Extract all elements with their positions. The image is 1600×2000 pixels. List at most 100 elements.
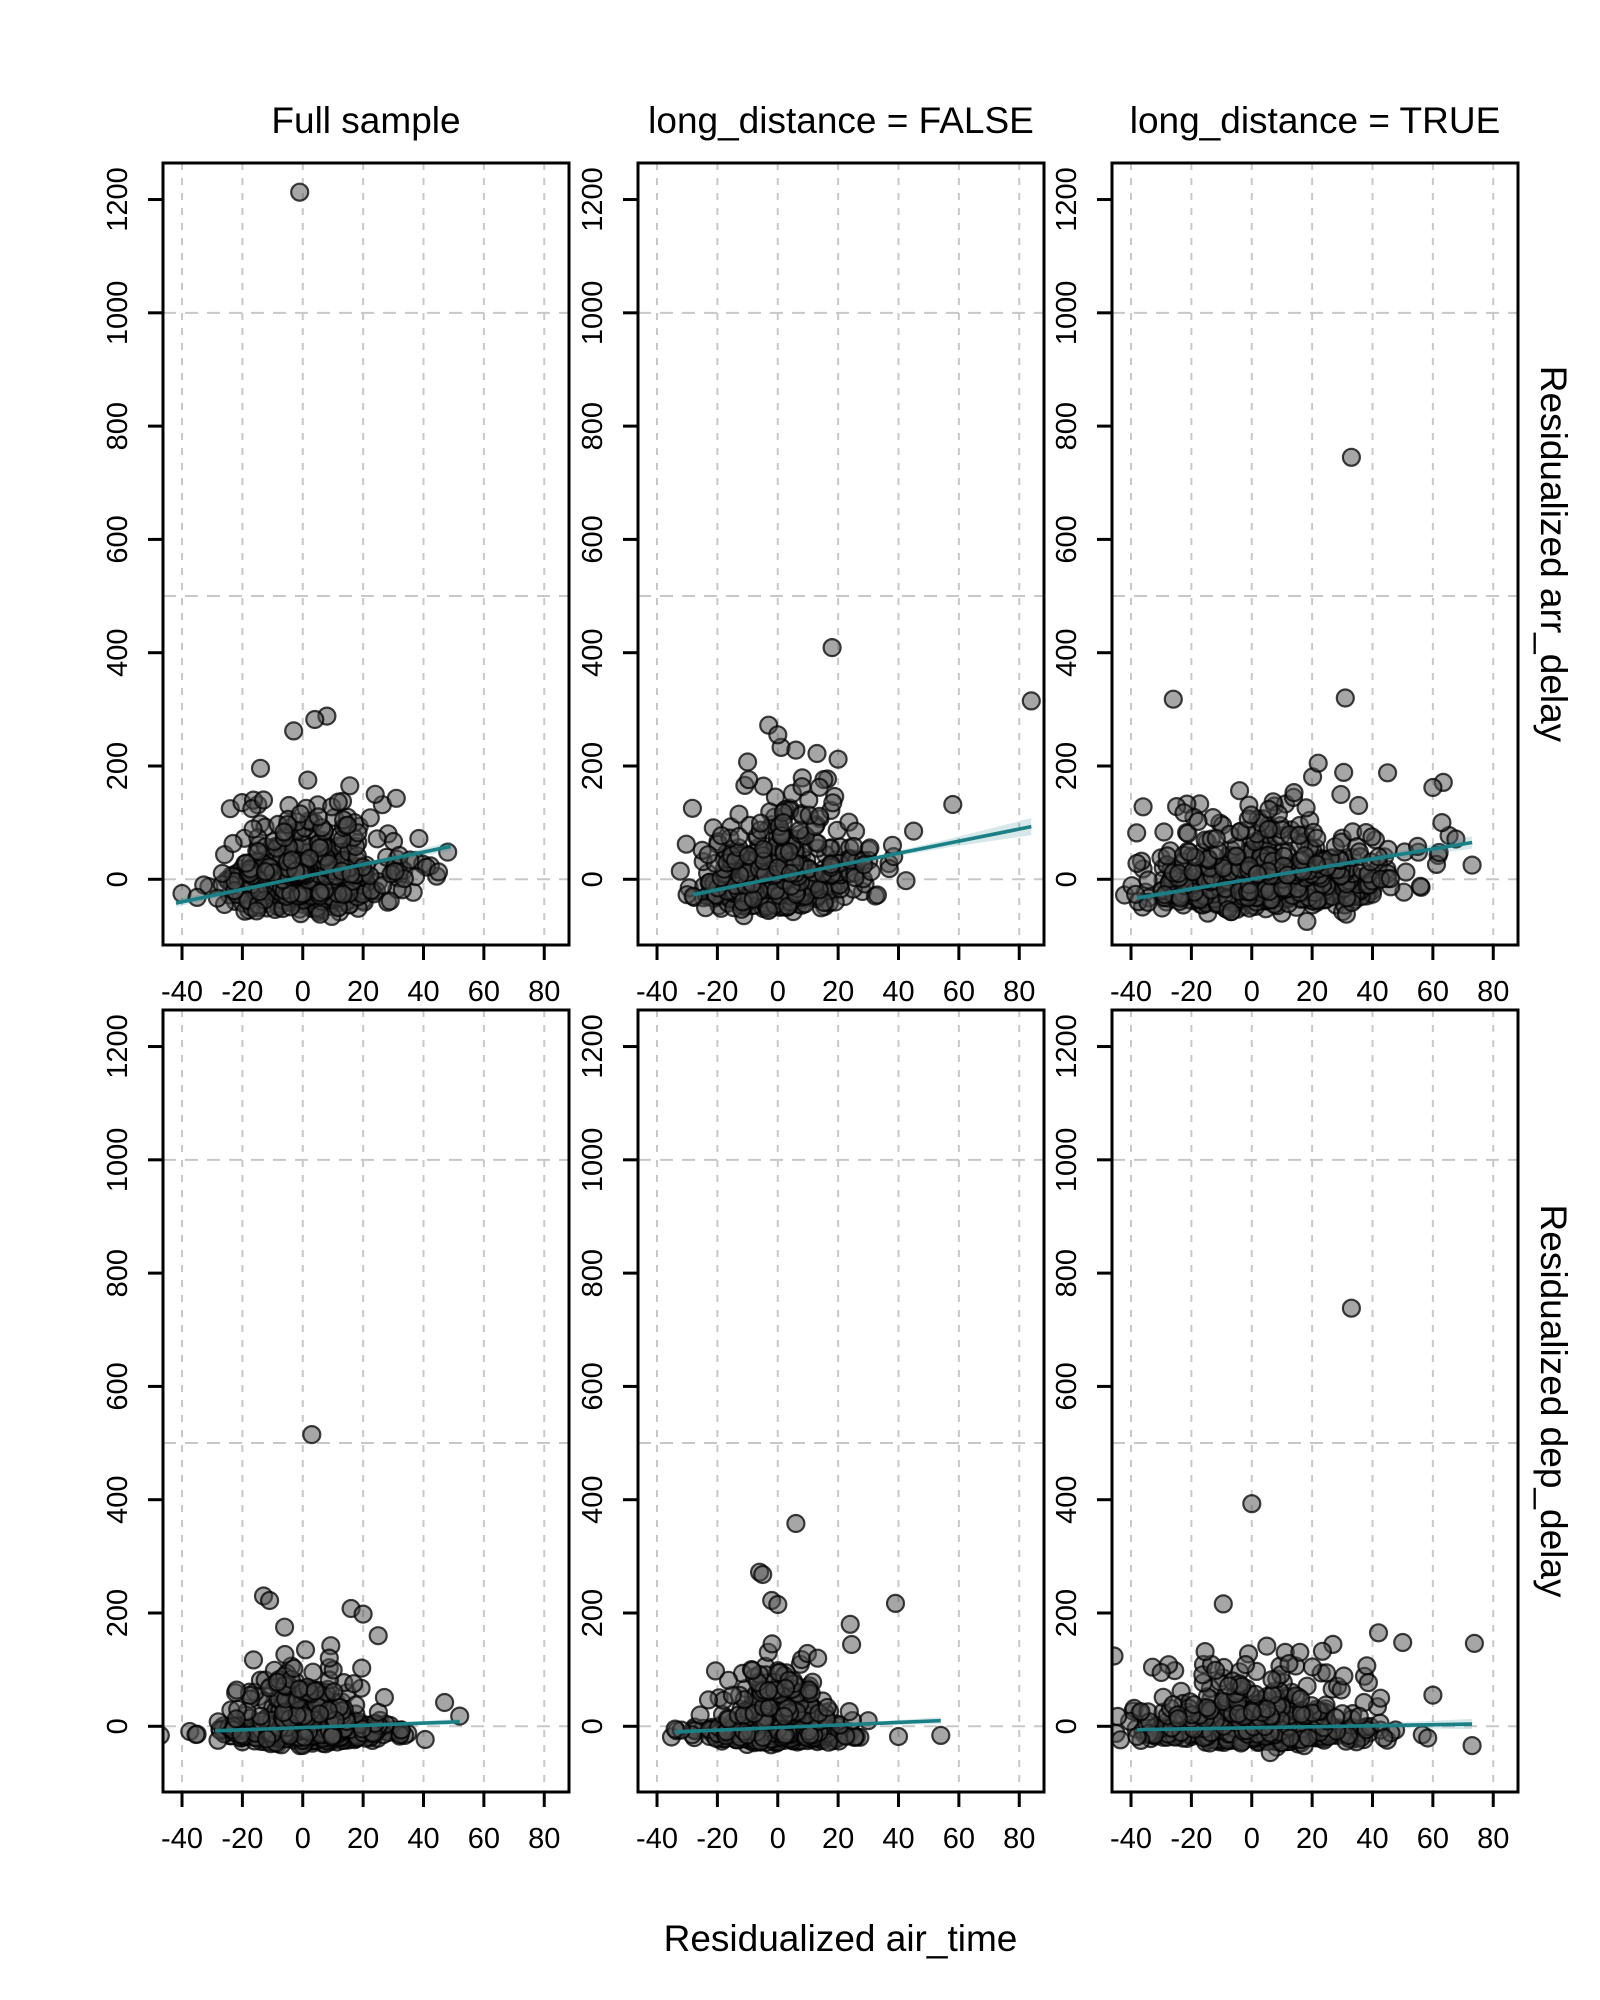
scatter-point xyxy=(840,1614,860,1634)
x-tick-label: 40 xyxy=(407,976,439,1008)
x-tick-label: 20 xyxy=(822,976,854,1008)
y-tick-label: 800 xyxy=(577,1249,609,1297)
scatter-point xyxy=(885,1593,906,1614)
panel-border xyxy=(636,1008,1046,1794)
scatter-point xyxy=(1308,753,1328,773)
x-tick-label: -20 xyxy=(696,1823,738,1855)
scatter-point xyxy=(896,871,916,891)
scatter-point xyxy=(682,798,703,818)
x-tick-label: 80 xyxy=(528,1823,560,1855)
scatter-point xyxy=(163,1726,170,1745)
x-tick-label: 20 xyxy=(347,1823,379,1855)
scatter-point xyxy=(344,1674,364,1694)
y-tick-label: 1000 xyxy=(102,281,134,346)
y-tick-label: 800 xyxy=(577,402,609,450)
y-tick-label: 0 xyxy=(577,1718,609,1734)
scatter-point xyxy=(698,1690,719,1710)
scatter-point xyxy=(1112,1730,1131,1750)
trend-line xyxy=(175,844,452,905)
scatter-points xyxy=(670,637,1041,926)
scatter-point xyxy=(305,1681,325,1701)
scatter-point xyxy=(758,1681,779,1701)
x-tick-label: 80 xyxy=(1477,976,1509,1008)
y-tick-label: 200 xyxy=(577,742,609,790)
scatter-point xyxy=(1163,689,1183,709)
x-tick-label: 40 xyxy=(407,1823,439,1855)
scatter-point xyxy=(775,1678,796,1699)
scatter-point xyxy=(260,1590,280,1611)
y-tick-label: 1000 xyxy=(577,1128,609,1193)
x-tick-label: -40 xyxy=(636,976,678,1008)
trend-line xyxy=(215,1719,460,1733)
scatter-point xyxy=(186,1724,206,1745)
panel-border xyxy=(1110,161,1520,947)
panel-border xyxy=(161,161,571,947)
scatter-point xyxy=(903,821,924,841)
scatter-point xyxy=(1127,853,1147,874)
scatter-point xyxy=(753,1727,773,1748)
panel-grid xyxy=(638,1010,1044,1792)
scatter-point xyxy=(1335,688,1355,708)
scatter-point xyxy=(310,904,330,924)
scatter-point xyxy=(310,883,330,903)
scatter-point xyxy=(1410,876,1431,896)
scatter-point xyxy=(253,790,274,810)
scatter-point xyxy=(773,812,793,833)
scatter-point xyxy=(808,1648,828,1668)
x-axis: -40 -20 0 20 40 60 80 xyxy=(1110,945,1509,1008)
scatter-point xyxy=(737,752,758,772)
scatter-point xyxy=(360,808,380,828)
scatter-point xyxy=(1206,828,1226,849)
y-tick-label: 600 xyxy=(102,1362,134,1410)
scatter-point xyxy=(1280,1728,1300,1748)
scatter-points xyxy=(1112,1298,1485,1763)
trend-line xyxy=(675,1718,941,1734)
x-tick-label: -20 xyxy=(1170,976,1212,1008)
scatter-point xyxy=(386,788,406,808)
scatter-point xyxy=(665,1719,685,1739)
scatter-point xyxy=(817,1697,837,1718)
scatter-point xyxy=(786,1513,806,1534)
scatter-point xyxy=(250,758,271,778)
scatter-point xyxy=(867,885,888,905)
y-tick-label: 400 xyxy=(102,629,134,677)
scatter-point xyxy=(943,794,963,815)
y-tick-label: 1000 xyxy=(577,281,609,346)
scatter-point xyxy=(338,815,358,835)
scatter-point xyxy=(243,819,263,839)
y-tick-label: 800 xyxy=(1051,402,1083,450)
scatter-point xyxy=(1021,691,1041,711)
scatter-point xyxy=(822,637,842,658)
x-axis: -40 -20 0 20 40 60 80 xyxy=(161,945,560,1008)
scatter-point xyxy=(1226,846,1246,866)
scatter-point xyxy=(742,1660,762,1681)
scatter-point xyxy=(274,822,294,842)
scatter-point xyxy=(352,1658,372,1678)
scatter-point xyxy=(374,1687,394,1708)
scatter-point xyxy=(828,749,848,769)
scatter-point xyxy=(1154,822,1174,842)
scatter-point xyxy=(328,792,348,812)
scatter-point xyxy=(1157,846,1177,866)
scatter-point xyxy=(295,1640,316,1660)
scatter-point xyxy=(319,1648,339,1668)
y-tick-label: 400 xyxy=(1051,629,1083,677)
scatter-point xyxy=(860,838,880,858)
scatter-point xyxy=(310,1704,330,1724)
x-tick-label: 20 xyxy=(1296,976,1328,1008)
scatter-point xyxy=(385,861,405,882)
scatter-point xyxy=(809,880,829,900)
x-axis: -40 -20 0 20 40 60 80 xyxy=(636,945,1035,1008)
scatter-point xyxy=(711,826,732,846)
scatter-point xyxy=(1331,784,1351,805)
panel-border xyxy=(636,161,1046,947)
scatter-point xyxy=(284,1658,304,1679)
scatter-point xyxy=(1174,803,1194,823)
x-tick-label: 0 xyxy=(770,1823,786,1855)
scatter-point xyxy=(208,1712,228,1732)
